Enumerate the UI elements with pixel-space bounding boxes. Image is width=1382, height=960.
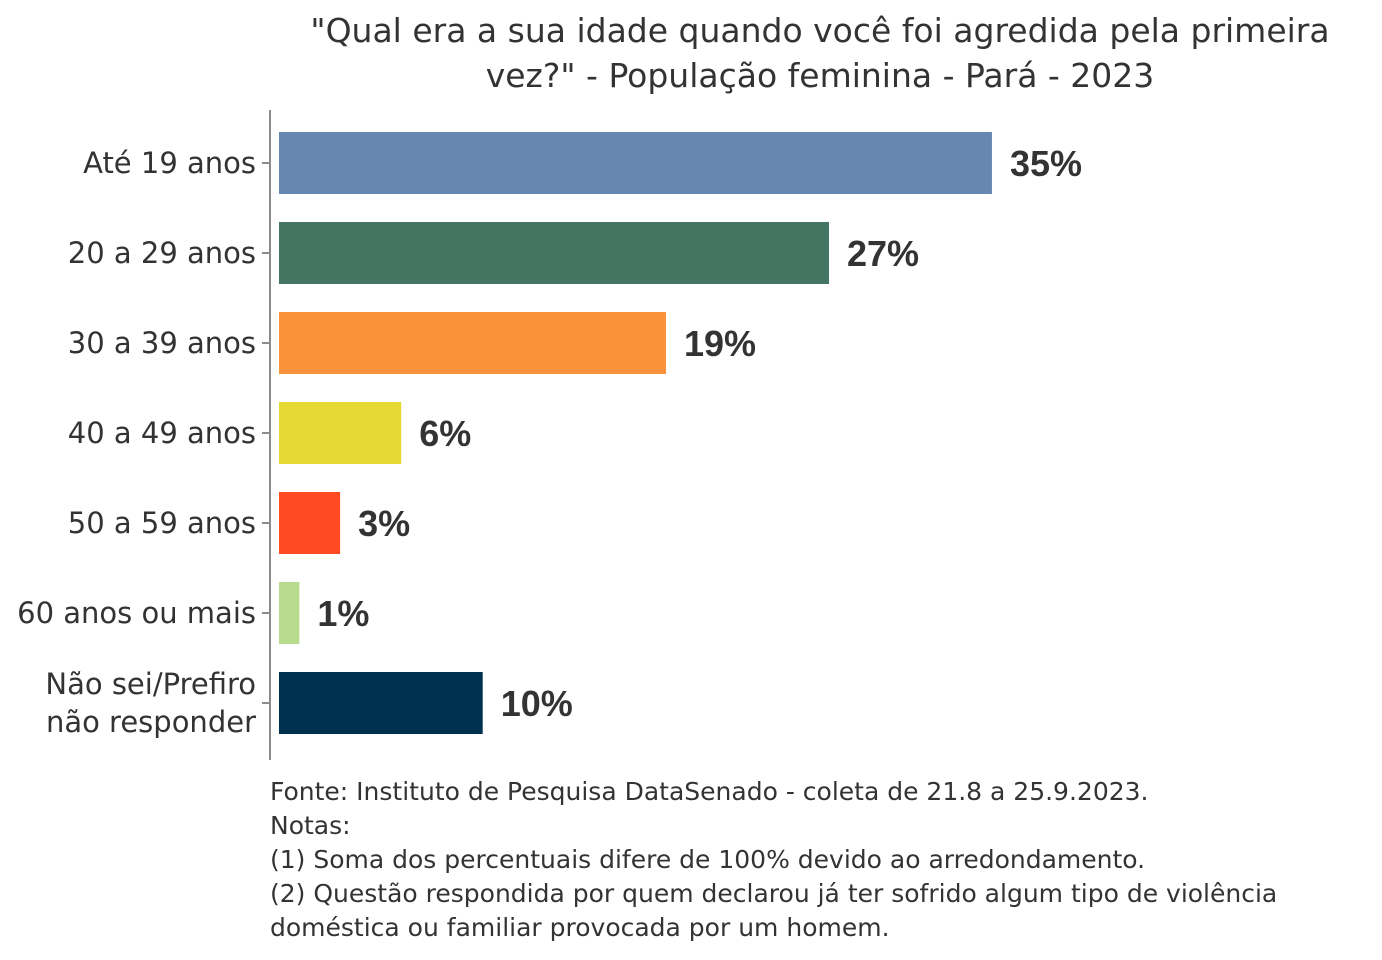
data-label: 6% <box>419 413 471 454</box>
data-label: 1% <box>317 593 369 634</box>
category-label: Até 19 anos <box>83 146 256 180</box>
category-label: Não sei/Prefiro não responder <box>45 667 256 739</box>
category-label: 30 a 39 anos <box>68 326 256 360</box>
category-label: 50 a 59 anos <box>68 506 256 540</box>
data-label: 10% <box>501 683 573 724</box>
category-label-line: 50 a 59 anos <box>68 506 256 540</box>
category-label-line: 20 a 29 anos <box>68 236 256 270</box>
note-2-line-2: doméstica ou familiar provocada por um h… <box>270 913 890 942</box>
data-label: 3% <box>358 503 410 544</box>
bar <box>279 312 667 374</box>
bar <box>279 672 483 734</box>
chart-title: "Qual era a sua idade quando você foi ag… <box>260 8 1380 98</box>
bar <box>279 492 341 554</box>
source-line: Fonte: Instituto de Pesquisa DataSenado … <box>270 777 1149 806</box>
category-label: 60 anos ou mais <box>17 596 256 630</box>
notes-label: Notas: <box>270 811 351 840</box>
note-2-line-1: (2) Questão respondida por quem declarou… <box>270 879 1278 908</box>
source-note: Fonte: Instituto de Pesquisa DataSenado … <box>270 775 1370 945</box>
category-label-line: 40 a 49 anos <box>68 416 256 450</box>
data-label: 27% <box>847 233 919 274</box>
note-1: (1) Soma dos percentuais difere de 100% … <box>270 845 1146 874</box>
category-label-line: Até 19 anos <box>83 146 256 180</box>
bar <box>279 222 829 284</box>
data-label: 35% <box>1010 143 1082 184</box>
category-label-line: Não sei/Prefiro <box>45 667 256 701</box>
bar <box>279 402 402 464</box>
chart-title-line-1: "Qual era a sua idade quando você foi ag… <box>310 11 1330 50</box>
category-label-line: não responder <box>46 705 256 739</box>
category-label-line: 30 a 39 anos <box>68 326 256 360</box>
category-label: 40 a 49 anos <box>68 416 256 450</box>
bar <box>279 582 300 644</box>
category-label-line: 60 anos ou mais <box>17 596 256 630</box>
bar <box>279 132 992 194</box>
data-label: 19% <box>684 323 756 364</box>
chart-title-line-2: vez?" - População feminina - Pará - 2023 <box>485 56 1155 95</box>
category-label: 20 a 29 anos <box>68 236 256 270</box>
